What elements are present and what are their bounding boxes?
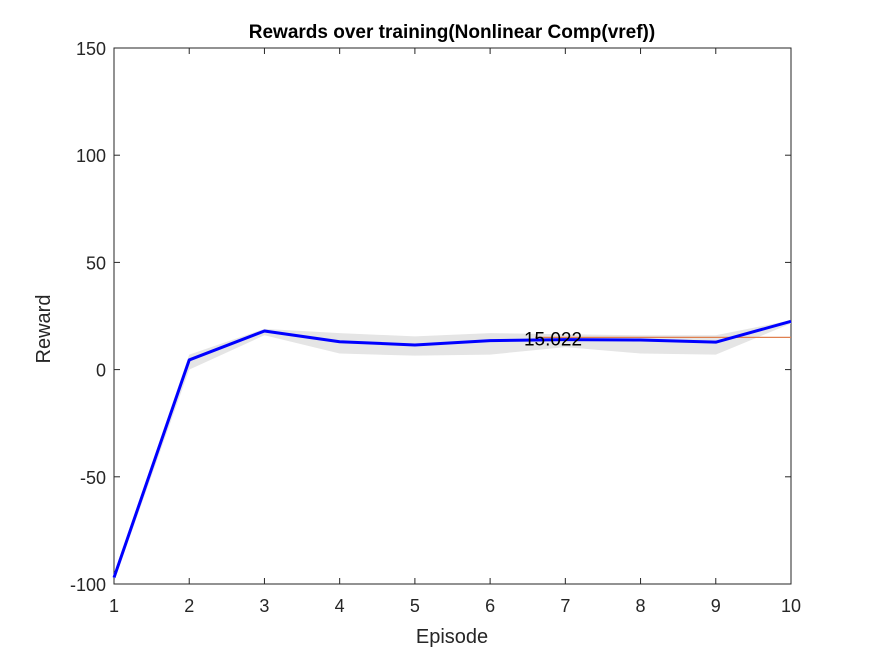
y-axis-ticks: -100 -50 0 50 100 150	[70, 39, 791, 595]
plot-area: 15.022	[112, 47, 792, 585]
x-axis-label: Episode	[416, 626, 488, 648]
y-tick-label: 100	[76, 146, 106, 166]
chart-title: Rewards over training(Nonlinear Comp(vre…	[249, 22, 655, 43]
x-tick-label: 9	[711, 596, 721, 616]
x-tick-label: 3	[259, 596, 269, 616]
x-tick-label: 7	[560, 596, 570, 616]
y-tick-label: 0	[96, 361, 106, 381]
x-axis-ticks: 1 2 3 4 5 6 7 8 9 10	[109, 48, 801, 616]
annotations: 15.022	[524, 329, 582, 350]
y-tick-label: 150	[76, 39, 106, 59]
annotation-label: 15.022	[524, 329, 582, 350]
x-tick-label: 10	[781, 596, 801, 616]
x-tick-label: 4	[335, 596, 345, 616]
x-tick-label: 5	[410, 596, 420, 616]
y-tick-label: -50	[80, 468, 106, 488]
x-tick-label: 8	[636, 596, 646, 616]
x-tick-label: 1	[109, 596, 119, 616]
x-tick-label: 2	[184, 596, 194, 616]
std-band	[114, 320, 791, 582]
mean-polyline	[112, 319, 792, 579]
y-tick-label: 50	[86, 253, 106, 273]
axes-box	[113, 47, 792, 585]
band-area	[114, 320, 791, 582]
y-tick-label: -100	[70, 575, 106, 595]
x-tick-label: 6	[485, 596, 495, 616]
y-axis-label: Reward	[33, 295, 55, 364]
mean-line	[112, 319, 792, 579]
